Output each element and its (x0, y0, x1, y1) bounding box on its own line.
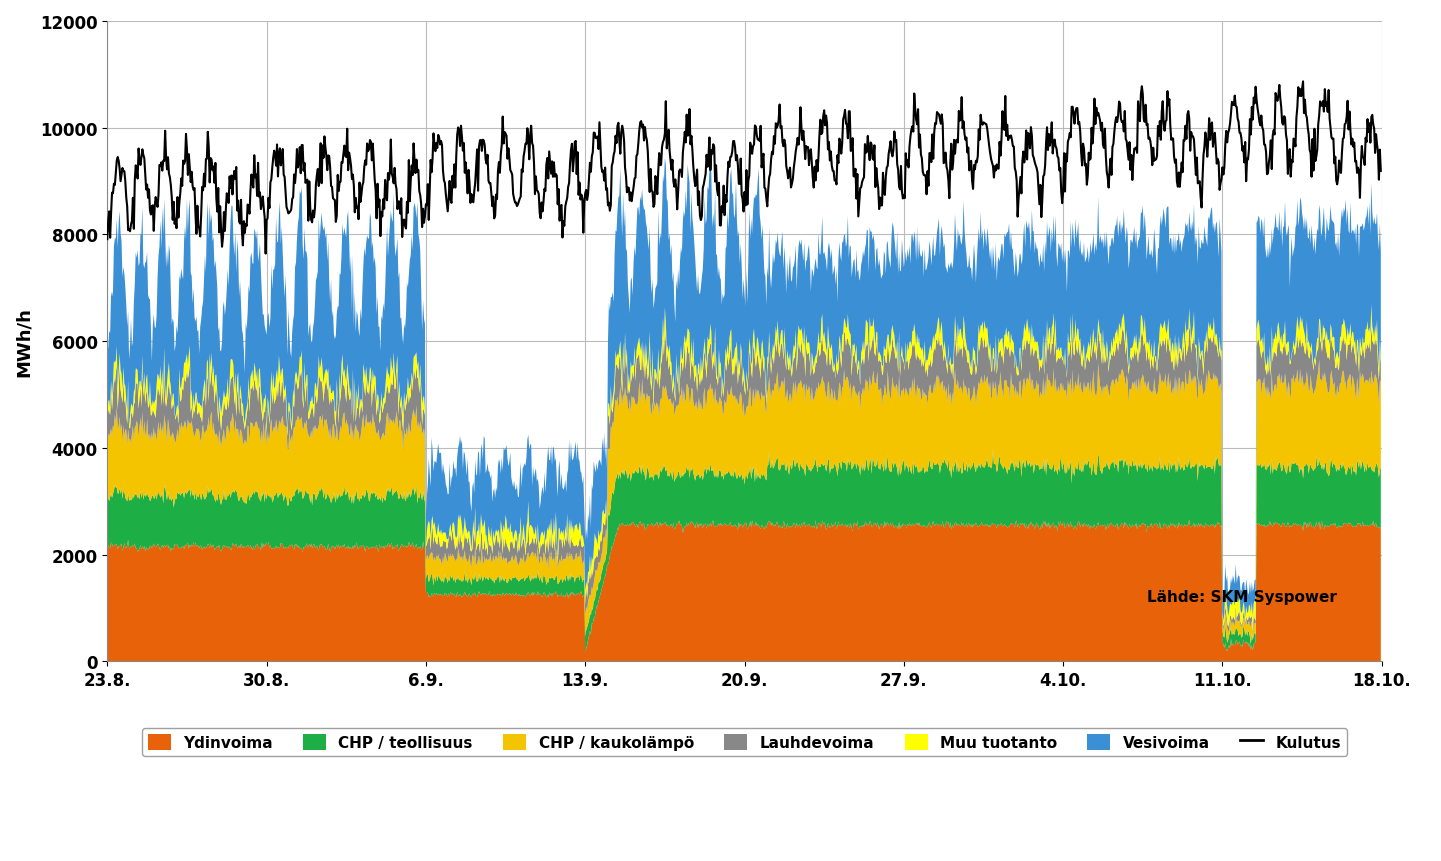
Text: Lähde: SKM Syspower: Lähde: SKM Syspower (1147, 589, 1337, 604)
Legend: Ydinvoima, CHP / teollisuus, CHP / kaukolämpö, Lauhdevoima, Muu tuotanto, Vesivo: Ydinvoima, CHP / teollisuus, CHP / kauko… (141, 728, 1347, 756)
Y-axis label: MWh/h: MWh/h (14, 307, 33, 376)
